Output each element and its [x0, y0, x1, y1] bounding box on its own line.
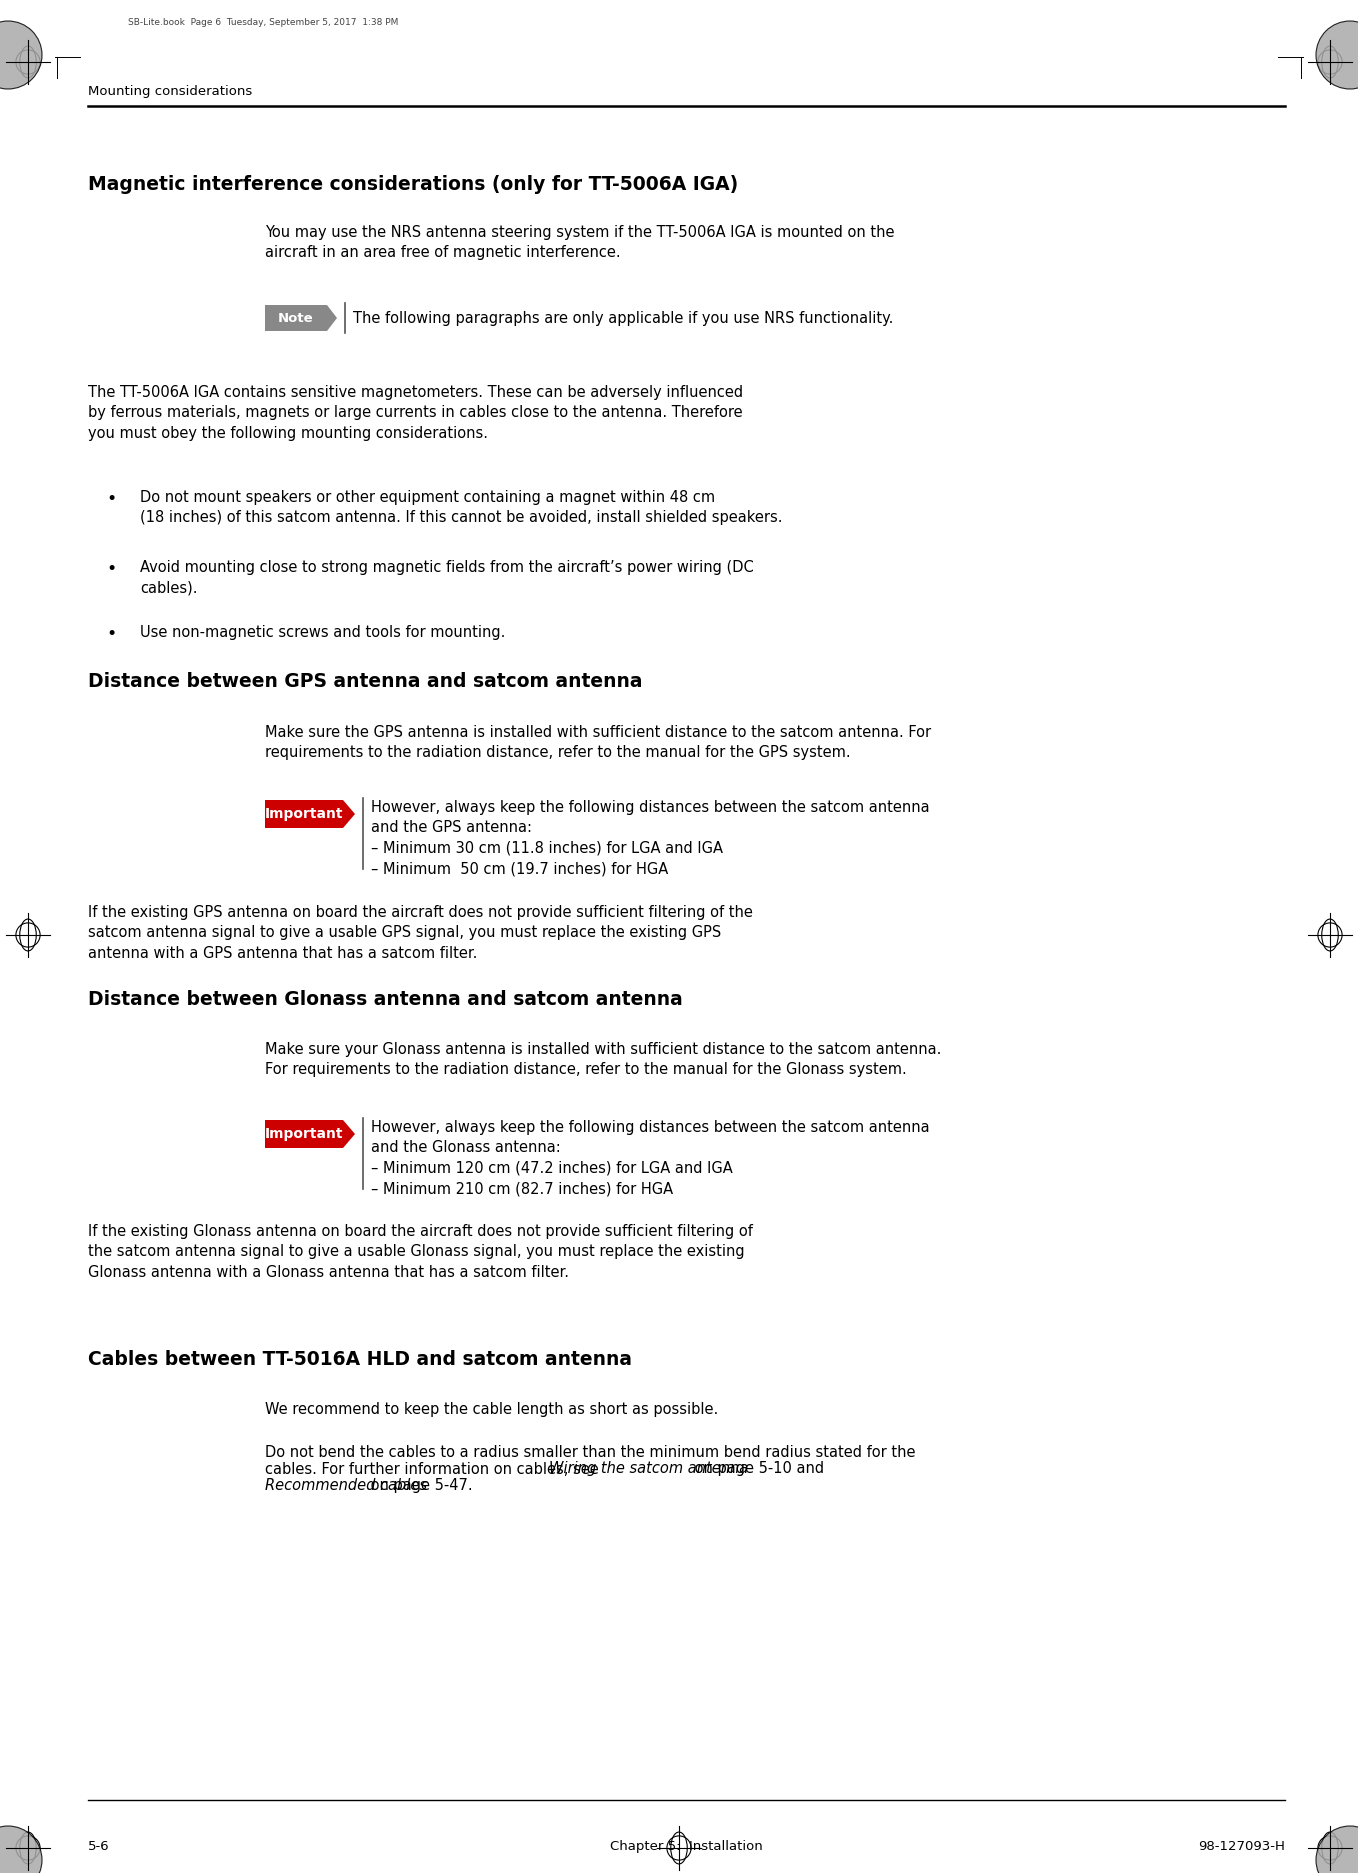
Text: Chapter 5:  Installation: Chapter 5: Installation [610, 1839, 763, 1852]
Text: Make sure your Glonass antenna is installed with sufficient distance to the satc: Make sure your Glonass antenna is instal… [265, 1041, 941, 1077]
Text: Avoid mounting close to strong magnetic fields from the aircraft’s power wiring : Avoid mounting close to strong magnetic … [140, 560, 754, 596]
Text: Magnetic interference considerations (only for TT-5006A IGA): Magnetic interference considerations (on… [88, 174, 739, 195]
Text: 5-6: 5-6 [88, 1839, 110, 1852]
Circle shape [0, 21, 42, 90]
Text: Mounting considerations: Mounting considerations [88, 84, 253, 97]
Polygon shape [265, 800, 354, 828]
Text: The following paragraphs are only applicable if you use NRS functionality.: The following paragraphs are only applic… [353, 311, 894, 326]
Text: We recommend to keep the cable length as short as possible.: We recommend to keep the cable length as… [265, 1403, 718, 1418]
Text: If the existing Glonass antenna on board the aircraft does not provide sufficien: If the existing Glonass antenna on board… [88, 1223, 752, 1279]
Text: SB-Lite.book  Page 6  Tuesday, September 5, 2017  1:38 PM: SB-Lite.book Page 6 Tuesday, September 5… [128, 19, 398, 26]
Text: The TT-5006A IGA contains sensitive magnetometers. These can be adversely influe: The TT-5006A IGA contains sensitive magn… [88, 386, 743, 440]
Text: Use non-magnetic screws and tools for mounting.: Use non-magnetic screws and tools for mo… [140, 626, 505, 641]
Text: •: • [106, 626, 117, 642]
Text: 98-127093-H: 98-127093-H [1198, 1839, 1285, 1852]
Circle shape [1316, 1826, 1358, 1873]
Text: cables. For further information on cables, see: cables. For further information on cable… [265, 1461, 603, 1476]
Text: Cables between TT-5016A HLD and satcom antenna: Cables between TT-5016A HLD and satcom a… [88, 1350, 631, 1369]
Text: Wiring the satcom antenna: Wiring the satcom antenna [550, 1461, 748, 1476]
Text: You may use the NRS antenna steering system if the TT-5006A IGA is mounted on th: You may use the NRS antenna steering sys… [265, 225, 895, 260]
Text: Note: Note [278, 311, 314, 324]
Text: Distance between GPS antenna and satcom antenna: Distance between GPS antenna and satcom … [88, 672, 642, 691]
Polygon shape [265, 1120, 354, 1148]
Text: If the existing GPS antenna on board the aircraft does not provide sufficient fi: If the existing GPS antenna on board the… [88, 905, 752, 961]
Text: on page 5-47.: on page 5-47. [367, 1478, 473, 1493]
Polygon shape [265, 305, 337, 332]
Text: •: • [106, 560, 117, 579]
Text: Recommended cables: Recommended cables [265, 1478, 426, 1493]
Text: Distance between Glonass antenna and satcom antenna: Distance between Glonass antenna and sat… [88, 991, 683, 1010]
Circle shape [1316, 21, 1358, 90]
Text: •: • [106, 491, 117, 508]
Text: on page 5-10 and: on page 5-10 and [690, 1461, 824, 1476]
Text: Do not mount speakers or other equipment containing a magnet within 48 cm
(18 in: Do not mount speakers or other equipment… [140, 491, 782, 526]
Text: Important: Important [265, 807, 344, 820]
Circle shape [0, 1826, 42, 1873]
Text: However, always keep the following distances between the satcom antenna
and the : However, always keep the following dista… [371, 800, 930, 877]
Text: However, always keep the following distances between the satcom antenna
and the : However, always keep the following dista… [371, 1120, 930, 1197]
Text: Make sure the GPS antenna is installed with sufficient distance to the satcom an: Make sure the GPS antenna is installed w… [265, 725, 932, 760]
Text: Do not bend the cables to a radius smaller than the minimum bend radius stated f: Do not bend the cables to a radius small… [265, 1444, 915, 1459]
Text: Important: Important [265, 1128, 344, 1141]
